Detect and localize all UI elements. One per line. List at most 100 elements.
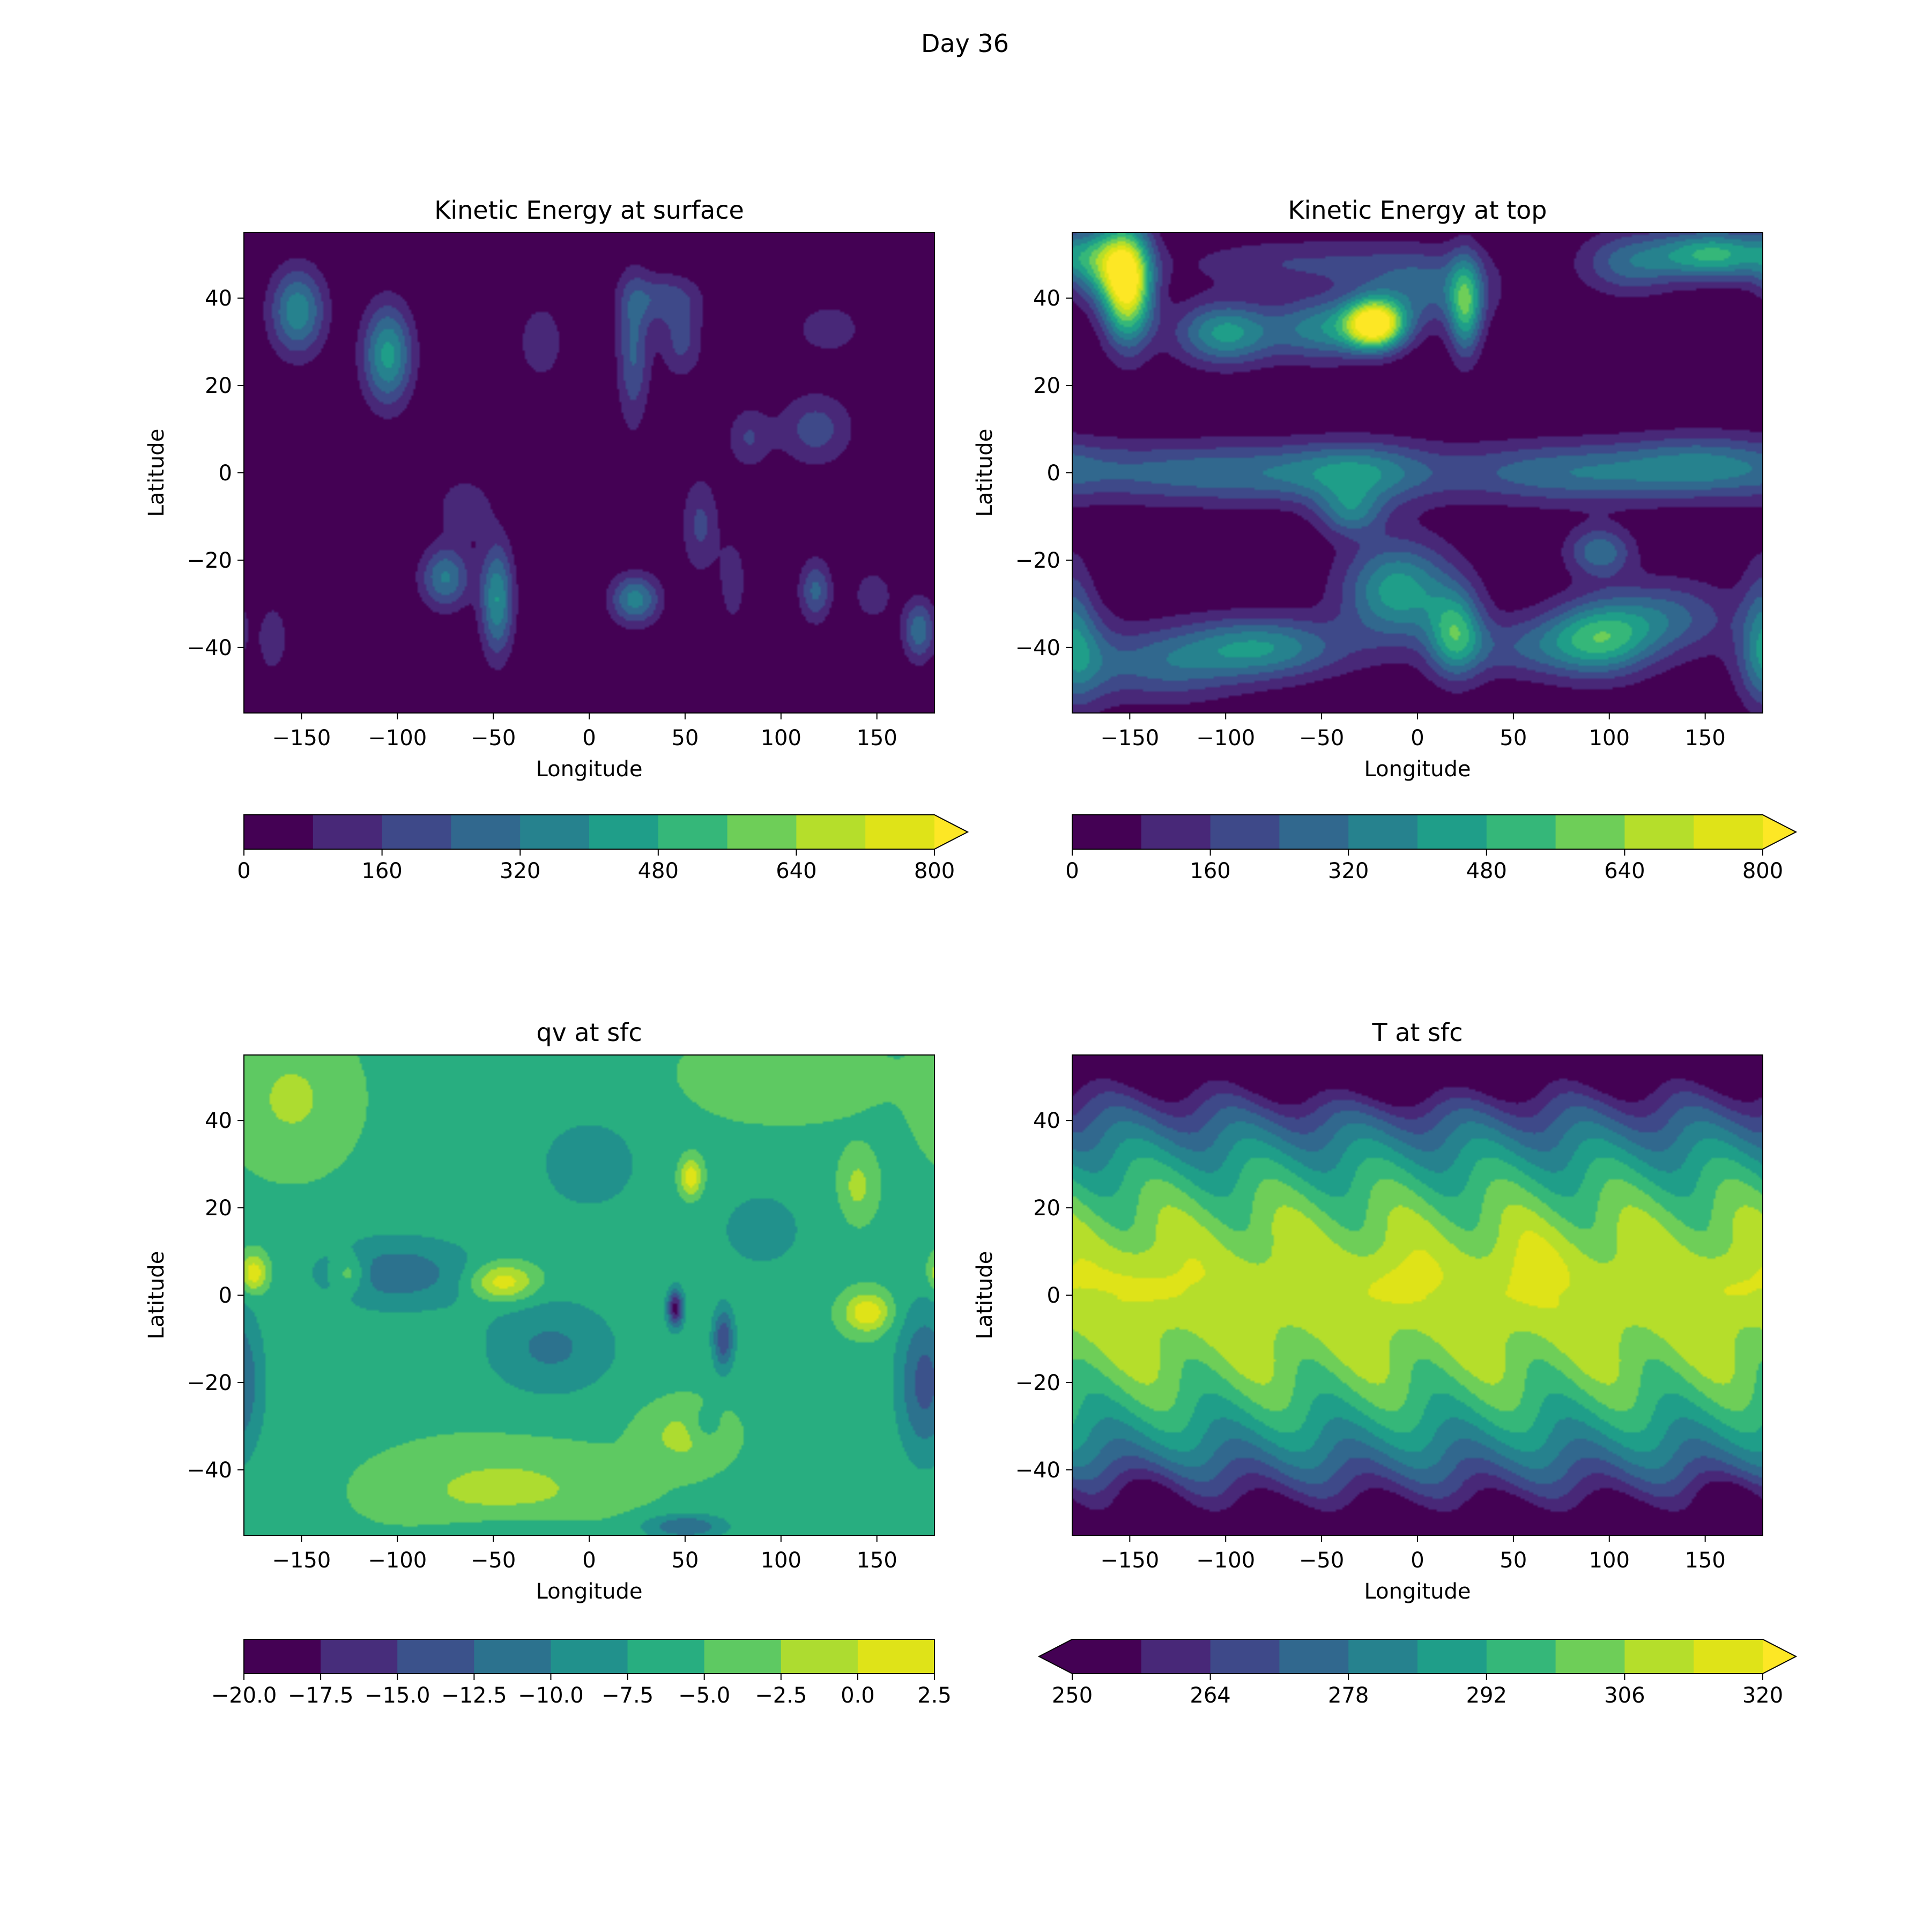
x-tick-label: 0 <box>582 1548 596 1573</box>
colorbar-tick-label: 640 <box>776 859 816 883</box>
y-tick-label: 0 <box>1047 1283 1060 1308</box>
x-axis-label: Longitude <box>1364 1579 1471 1604</box>
y-tick-label: −20 <box>187 1371 232 1395</box>
y-tick-label: 20 <box>1033 1196 1060 1221</box>
colorbar-segment <box>1279 815 1349 849</box>
colorbar-segment <box>397 1639 475 1674</box>
x-tick-label: 0 <box>1411 1548 1424 1573</box>
colorbar-segment <box>1417 1639 1487 1674</box>
y-axis-label: Latitude <box>144 429 169 517</box>
chart-title: T at sfc <box>1371 1018 1463 1047</box>
colorbar-tick-label: 264 <box>1190 1683 1230 1708</box>
y-tick-label: −20 <box>1015 1371 1060 1395</box>
colorbar-tick-label: 320 <box>1742 1683 1783 1708</box>
x-tick-label: 100 <box>761 1548 801 1573</box>
colorbar: −20.0 −17.5 −15.0 −12.5 −10.0 −7.5 −5.0 −2.5 0.0… <box>211 1639 952 1708</box>
colorbar-extend-max <box>1763 815 1796 849</box>
x-tick-label: 50 <box>1500 1548 1527 1573</box>
colorbar-tick-label: 0 <box>237 859 250 883</box>
x-tick-label: −50 <box>1299 726 1344 750</box>
x-tick-label: −100 <box>1196 726 1255 750</box>
colorbar-segment <box>1624 815 1694 849</box>
colorbar-tick-label: −7.5 <box>602 1683 654 1708</box>
figure-suptitle: Day 36 <box>921 29 1009 58</box>
y-tick-label: 40 <box>1033 1109 1060 1133</box>
x-tick-label: −150 <box>1100 1548 1159 1573</box>
y-tick-label: −20 <box>187 548 232 573</box>
y-tick-label: 0 <box>1047 461 1060 486</box>
colorbar-segment <box>627 1639 705 1674</box>
colorbar-tick-label: 278 <box>1328 1683 1369 1708</box>
colorbar: 0 160 320 480 640 800 <box>237 814 969 883</box>
colorbar-segment <box>857 1639 935 1674</box>
x-tick-label: 50 <box>1500 726 1527 750</box>
colorbar-tick-label: 160 <box>361 859 402 883</box>
colorbar-tick-label: 160 <box>1190 859 1230 883</box>
colorbar-segment <box>1486 1639 1556 1674</box>
colorbar-segment <box>382 815 452 849</box>
colorbar-segment <box>1141 1639 1211 1674</box>
x-tick-label: −50 <box>471 726 516 750</box>
chart-panel-3: qv at sfc −150 −100 −50 0 50 100 150 −40 −20 0 20 40… <box>144 1018 952 1708</box>
y-tick-label: 20 <box>1033 374 1060 398</box>
colorbar-segment <box>727 815 797 849</box>
x-tick-label: −100 <box>368 726 427 750</box>
colorbar-segment <box>865 815 935 849</box>
colorbar: 250 264 278 292 306 320 <box>1037 1639 1798 1708</box>
colorbar-segment <box>1486 815 1556 849</box>
colorbar-tick-label: 800 <box>914 859 955 883</box>
y-tick-label: 40 <box>1033 286 1060 311</box>
colorbar-tick-label: −17.5 <box>288 1683 354 1708</box>
y-tick-label: 0 <box>219 1283 232 1308</box>
x-tick-label: 150 <box>1684 1548 1725 1573</box>
y-tick-label: 40 <box>205 1109 232 1133</box>
colorbar-segment <box>244 815 314 849</box>
y-tick-label: 20 <box>205 1196 232 1221</box>
colorbar-tick-label: 292 <box>1466 1683 1507 1708</box>
x-tick-label: −150 <box>272 1548 331 1573</box>
x-tick-label: 150 <box>856 1548 897 1573</box>
x-axis-label: Longitude <box>536 1579 643 1604</box>
filled-contour-field <box>1072 1055 1763 1535</box>
colorbar-extend-min <box>1039 1639 1072 1674</box>
colorbar-segment <box>1210 815 1280 849</box>
y-axis-label: Latitude <box>973 1251 997 1340</box>
chart-title: qv at sfc <box>536 1018 642 1047</box>
colorbar-segment <box>551 1639 628 1674</box>
colorbar-tick-label: 0.0 <box>841 1683 875 1708</box>
colorbar-segment <box>520 815 590 849</box>
colorbar-tick-label: 0 <box>1065 859 1079 883</box>
x-tick-label: 100 <box>761 726 801 750</box>
colorbar-segment <box>1417 815 1487 849</box>
colorbar-segment <box>1072 1639 1142 1674</box>
colorbar-segment <box>1279 1639 1349 1674</box>
colorbar-segment <box>321 1639 398 1674</box>
colorbar-segment <box>1210 1639 1280 1674</box>
filled-contour-field <box>244 1055 934 1535</box>
colorbar-outline <box>1072 814 1798 850</box>
colorbar-tick-label: −10.0 <box>518 1683 584 1708</box>
colorbar-segment <box>796 815 866 849</box>
x-axis-label: Longitude <box>536 757 643 782</box>
colorbar-tick-label: −2.5 <box>755 1683 807 1708</box>
x-tick-label: −100 <box>368 1548 427 1573</box>
colorbar-tick-label: 320 <box>500 859 540 883</box>
filled-contour-field <box>244 233 934 713</box>
chart-panel-2: Kinetic Energy at top −150 −100 −50 0 50 100 15… <box>973 196 1798 883</box>
y-tick-label: 0 <box>219 461 232 486</box>
x-tick-label: 50 <box>671 726 699 750</box>
colorbar-segment <box>313 815 383 849</box>
y-tick-label: 20 <box>205 374 232 398</box>
chart-title: Kinetic Energy at top <box>1288 196 1547 225</box>
colorbar-tick-label: 800 <box>1742 859 1783 883</box>
y-tick-label: −40 <box>1015 636 1060 660</box>
colorbar-segment <box>1624 1639 1694 1674</box>
x-tick-label: 150 <box>1684 726 1725 750</box>
chart-panel-1: Kinetic Energy at surface −150 −100 −50 0 50 1… <box>144 196 969 883</box>
x-tick-label: 150 <box>856 726 897 750</box>
colorbar-segment <box>244 1639 321 1674</box>
colorbar-tick-label: −20.0 <box>211 1683 277 1708</box>
x-tick-label: 50 <box>671 1548 699 1573</box>
chart-title: Kinetic Energy at surface <box>434 196 744 225</box>
